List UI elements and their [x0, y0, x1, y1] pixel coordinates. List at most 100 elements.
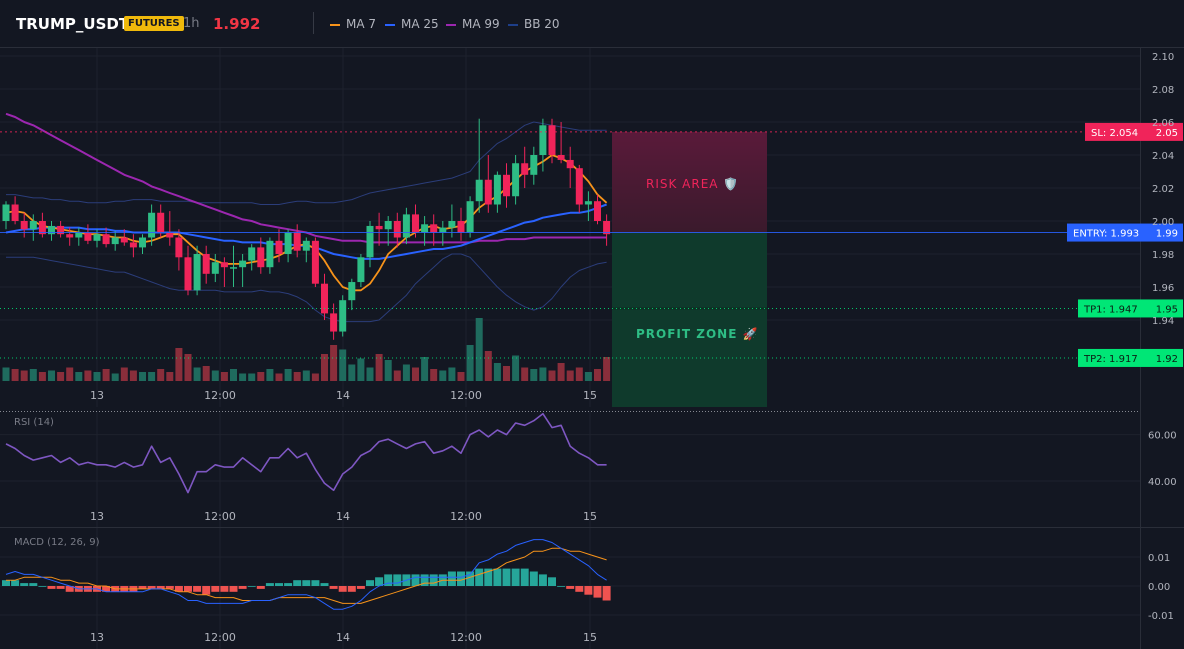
macd-hist-bar [429, 574, 438, 586]
volume-bar [493, 363, 501, 381]
macd-hist-bar [265, 583, 274, 586]
level-label-2: TP1: 1.947 [1083, 304, 1138, 315]
bb-upper-line [6, 121, 607, 205]
volume-bar [84, 370, 92, 381]
price-levels: SL: 2.054 2.05 ENTRY: 1.993 1.99 TP1: 1.947 1… [0, 122, 1183, 367]
candle-body [348, 282, 356, 301]
level-tag-0 [1085, 122, 1183, 141]
axes: 2.10 2.08 2.06 2.04 2.02 2.00 1.98 1.96 1.94 13 12… [90, 52, 1174, 644]
volume-bar [503, 366, 510, 381]
legend-ma7[interactable]: MA 7 [330, 17, 376, 31]
candle-body [293, 232, 301, 251]
macd-hist-bar [484, 568, 493, 586]
candle-body [321, 283, 328, 314]
macd-hist-bar [165, 586, 174, 589]
macd-hist-bar [29, 583, 38, 586]
level-axis-label-1: 1.99 [1156, 229, 1178, 240]
timeframe-label[interactable]: 1h [183, 16, 200, 31]
volume-bar [584, 372, 592, 381]
candle-body [66, 234, 74, 238]
volume-bar [239, 373, 247, 381]
price-tick-label: 2.06 [1152, 118, 1174, 129]
time-tick-label: 12:00 [450, 631, 482, 644]
time-tick-label: 15 [583, 631, 597, 644]
volume-bar [457, 372, 465, 381]
volume-bar [175, 348, 183, 381]
volume-bar [430, 369, 438, 381]
legend-bb20[interactable]: BB 20 [508, 17, 560, 31]
macd-hist-bar [338, 586, 347, 592]
macd-signal-line [6, 547, 607, 604]
macd-hist-bar [211, 586, 220, 592]
candle-body [548, 125, 556, 155]
volume-bar [11, 369, 19, 381]
macd-hist-bar [347, 586, 356, 592]
macd-hist-bar [447, 571, 456, 586]
legend-ma99[interactable]: MA 99 [446, 17, 500, 31]
candle-body [366, 225, 374, 258]
candle-body [557, 155, 565, 160]
volume-bar [366, 367, 374, 381]
price-tick-label: 1.96 [1152, 283, 1174, 294]
macd-hist-bar [466, 571, 475, 586]
legend-ma25[interactable]: MA 25 [385, 17, 439, 31]
candle-body [484, 179, 492, 205]
candle-body [530, 155, 538, 175]
legend-ma7-label: MA 7 [346, 17, 377, 31]
header-divider [313, 12, 314, 34]
price-tick-label: 1.94 [1152, 316, 1174, 327]
volume-bar [220, 372, 228, 381]
volume-bar [311, 373, 319, 381]
candle-body [175, 237, 183, 258]
candle-body [311, 240, 319, 284]
symbol-title[interactable]: TRUMP_USDT [16, 15, 130, 33]
candle-body [239, 260, 247, 268]
level-tag-3 [1078, 348, 1183, 367]
legend-bb20-label: BB 20 [524, 17, 560, 31]
volume-bar [29, 369, 37, 381]
volume-bar [102, 369, 110, 381]
macd-hist-bar [593, 586, 602, 598]
rsi-tick-label: 40.00 [1148, 477, 1177, 488]
candle-body [257, 247, 265, 268]
price-tick-label: 2.04 [1152, 151, 1174, 162]
volume-bar [330, 345, 338, 381]
candle-body [166, 232, 174, 238]
volume-bar [375, 354, 383, 381]
macd-hist-bar [602, 586, 611, 601]
macd-hist-bar [520, 568, 529, 586]
time-tick-label: 12:00 [204, 510, 236, 523]
candle-body [211, 262, 219, 274]
candle-body [603, 221, 611, 235]
candle-body [20, 221, 28, 230]
volume-bar [402, 364, 410, 381]
candle-body [448, 221, 456, 228]
time-tick-label: 12:00 [450, 510, 482, 523]
chart-header: TRUMP_USDT FUTURES 1h 1.992 MA 7 MA 25 M… [0, 0, 1184, 48]
trade-zones: RISK AREA 🛡️ PROFIT ZONE 🚀 [612, 131, 767, 407]
volume-bar [93, 372, 101, 381]
macd-hist-bar [184, 586, 192, 592]
macd-hist-bar [566, 586, 575, 589]
level-label-1: ENTRY: 1.993 [1073, 229, 1139, 240]
price-tick-label: 1.98 [1152, 250, 1174, 261]
macd-hist-bar [411, 574, 420, 586]
macd-hist-bar [247, 586, 256, 587]
volume-bar [421, 357, 429, 381]
candle-body [521, 163, 529, 175]
macd-hist-bar [502, 568, 511, 586]
volume-bar [539, 367, 547, 381]
candle-body [93, 234, 101, 241]
volume-bar [20, 370, 28, 381]
time-tick-label: 12:00 [204, 389, 236, 402]
bb20-swatch [508, 23, 518, 26]
rsi-title: RSI (14) [14, 417, 54, 428]
volume-bar [193, 367, 201, 381]
volume-bar [66, 367, 74, 381]
risk-area-label: RISK AREA 🛡️ [646, 177, 739, 191]
macd-hist-bar [329, 586, 338, 589]
volume-bar [120, 367, 128, 381]
volume-bars [2, 318, 611, 381]
volume-bar [557, 363, 565, 381]
